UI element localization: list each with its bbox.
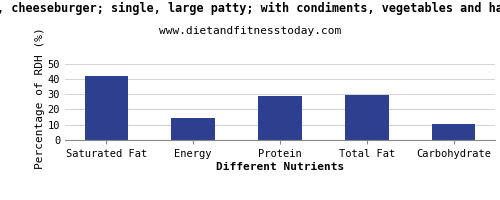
Text: , cheeseburger; single, large patty; with condiments, vegetables and ha: , cheeseburger; single, large patty; wit… — [0, 2, 500, 15]
Bar — [172, 118, 215, 140]
Bar — [432, 124, 476, 140]
X-axis label: Different Nutrients: Different Nutrients — [216, 162, 344, 172]
Bar — [84, 76, 128, 140]
Bar — [345, 95, 389, 140]
Y-axis label: Percentage of RDH (%): Percentage of RDH (%) — [35, 27, 45, 169]
Bar — [258, 96, 302, 140]
Text: www.dietandfitnesstoday.com: www.dietandfitnesstoday.com — [159, 26, 341, 36]
